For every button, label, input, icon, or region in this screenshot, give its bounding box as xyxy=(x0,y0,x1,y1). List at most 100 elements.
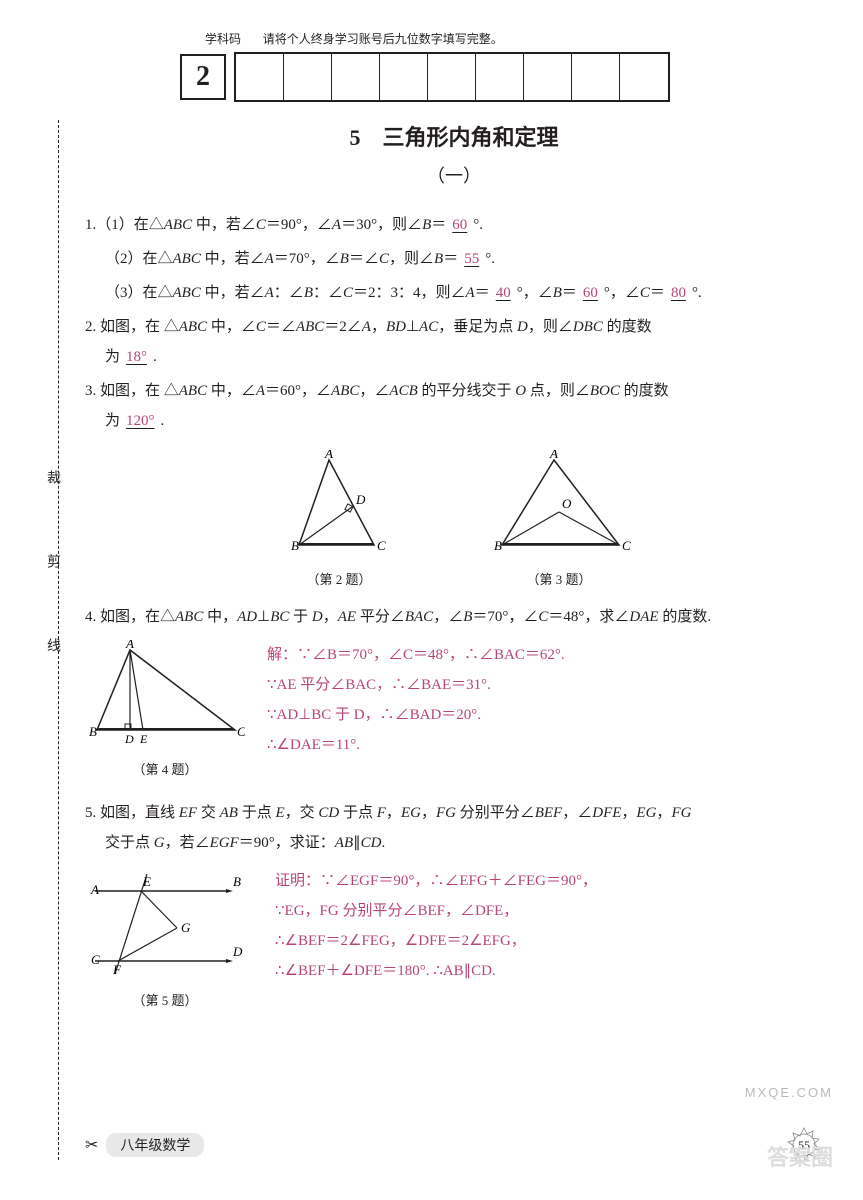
account-box[interactable] xyxy=(236,54,284,100)
sym-a: A xyxy=(265,251,274,267)
q1p1-m1: 中，若∠ xyxy=(192,217,256,233)
sym-cd: CD xyxy=(318,805,339,821)
q1p3-a3: 80 xyxy=(665,285,692,301)
account-box[interactable] xyxy=(380,54,428,100)
svg-text:B: B xyxy=(494,538,502,553)
account-box[interactable] xyxy=(284,54,332,100)
q2t1: 2. 如图，在 △ xyxy=(85,319,179,335)
q4-sol-1: 解：∵∠B＝70°，∠C＝48°，∴∠BAC＝62°. xyxy=(267,640,565,670)
sym-c: C xyxy=(343,285,353,301)
sym-acb: ACB xyxy=(389,383,417,399)
q1p2-e2: ＝∠ xyxy=(349,251,379,267)
triangle-4-svg: A B C D E xyxy=(85,640,245,750)
q4-row: A B C D E （第 4 题） 解：∵∠B＝70°，∠C＝48°，∴∠BAC… xyxy=(85,640,823,778)
triangle-3-svg: A B C O xyxy=(484,450,634,560)
account-box[interactable] xyxy=(572,54,620,100)
q1p3-e2: ＝ xyxy=(475,285,490,301)
q5-sol-2: ∵EG，FG 分别平分∠BEF，∠DFE， xyxy=(275,896,597,926)
q5t11: ，若∠ xyxy=(165,835,210,851)
sym-fg: FG xyxy=(671,805,691,821)
fig2-caption: （第 2 题） xyxy=(274,569,404,588)
account-box[interactable] xyxy=(428,54,476,100)
q1p2-e1: ＝70°，∠ xyxy=(274,251,340,267)
q5t1: 5. 如图，直线 xyxy=(85,805,179,821)
fig5-caption: （第 5 题） xyxy=(85,990,245,1009)
watermark-name: 答案圈 xyxy=(767,1140,833,1172)
svg-text:A: A xyxy=(549,450,558,461)
fig3-caption: （第 3 题） xyxy=(484,569,634,588)
svg-text:A: A xyxy=(125,640,134,651)
page-footer: ✂ 八年级数学 55 xyxy=(85,1126,823,1164)
sym-fg: FG xyxy=(436,805,456,821)
q3-ans: 120° xyxy=(120,413,161,429)
sym-b: B xyxy=(553,285,562,301)
q3t8: 为 xyxy=(85,413,120,429)
q4t5: ， xyxy=(323,609,338,625)
q5-sol-3: ∴∠BEF＝2∠FEG，∠DFE＝2∠EFG， xyxy=(275,926,597,956)
sym-abc: ABC xyxy=(175,609,203,625)
sym-c: C xyxy=(256,319,266,335)
sym-bd: BD xyxy=(386,319,406,335)
svg-text:C: C xyxy=(237,724,245,739)
q4-sol-2: ∵AE 平分∠BAC，∴∠BAE＝31°. xyxy=(267,670,565,700)
q2t4: ＝2∠ xyxy=(324,319,362,335)
sym-abc: ABC xyxy=(296,319,324,335)
q4t7: ，∠ xyxy=(433,609,463,625)
sym-b: B xyxy=(304,285,313,301)
account-box[interactable] xyxy=(476,54,524,100)
sym-f: F xyxy=(377,805,386,821)
q5-sol-1: 证明：∵∠EGF＝90°，∴∠EFG＋∠FEG＝90°， xyxy=(275,866,597,896)
q1p3-suf: °. xyxy=(692,285,702,301)
svg-text:D: D xyxy=(355,492,366,507)
q2t2: 中，∠ xyxy=(207,319,256,335)
q5t14: . xyxy=(381,835,385,851)
question-4: 4. 如图，在△ABC 中，AD⊥BC 于 D，AE 平分∠BAC，∠B＝70°… xyxy=(85,602,823,632)
q5t7: 分别平分∠ xyxy=(456,805,535,821)
svg-text:F: F xyxy=(112,962,122,977)
q5t5: 于点 xyxy=(339,805,377,821)
q1p1-ans: 60 xyxy=(446,217,473,233)
q1p3-c2: ：∠ xyxy=(313,285,343,301)
q2suf: . xyxy=(153,349,157,365)
q1p2-e4: ＝ xyxy=(443,251,458,267)
svg-text:C: C xyxy=(622,538,631,553)
svg-text:B: B xyxy=(291,538,299,553)
account-box[interactable] xyxy=(332,54,380,100)
q4t10: 的度数. xyxy=(659,609,712,625)
account-box[interactable] xyxy=(524,54,572,100)
grade-badge: 八年级数学 xyxy=(106,1133,204,1157)
q5t12: ＝90°，求证： xyxy=(239,835,335,851)
q1p1-e3: ＝ xyxy=(431,217,446,233)
svg-text:O: O xyxy=(562,496,572,511)
fig4-caption: （第 4 题） xyxy=(85,759,245,778)
page-title: 5 三角形内角和定理 xyxy=(85,120,823,152)
code-box-row: 2 xyxy=(180,52,823,102)
sym-ae: AE xyxy=(338,609,356,625)
account-box[interactable] xyxy=(620,54,668,100)
subject-label: 学科码 xyxy=(205,32,241,46)
sym-ad: AD xyxy=(237,609,257,625)
q5-solution: 证明：∵∠EGF＝90°，∴∠EFG＋∠FEG＝90°， ∵EG，FG 分别平分… xyxy=(275,866,597,986)
account-boxes[interactable] xyxy=(234,52,670,102)
q1p3-m1: 中，若∠ xyxy=(201,285,265,301)
q1p1-suf: °. xyxy=(473,217,483,233)
q1p3-c1: ：∠ xyxy=(274,285,304,301)
q1p3-pre: （3）在△ xyxy=(105,285,173,301)
q1p1-e1: ＝90°，∠ xyxy=(266,217,332,233)
q5t9: ， xyxy=(621,805,636,821)
svg-text:D: D xyxy=(232,944,243,959)
sym-a: A xyxy=(466,285,475,301)
scissors-icon: ✂ xyxy=(85,1135,98,1155)
page-subtitle: （一） xyxy=(85,162,823,188)
sym-abc: ABC xyxy=(173,251,201,267)
question-1-1: 1.（1）在△ABC 中，若∠C＝90°，∠A＝30°，则∠B＝60°. xyxy=(85,210,823,240)
sym-eg: EG xyxy=(401,805,421,821)
footer-left: ✂ 八年级数学 xyxy=(85,1133,204,1157)
q4-sol-3: ∵AD⊥BC 于 D，∴∠BAD＝20°. xyxy=(267,700,565,730)
sym-egf: EGF xyxy=(210,835,239,851)
sym-abc: ABC xyxy=(179,383,207,399)
q2t8: ，则∠ xyxy=(528,319,573,335)
sym-dbc: DBC xyxy=(573,319,603,335)
svg-text:E: E xyxy=(142,874,151,889)
sym-b: B xyxy=(434,251,443,267)
